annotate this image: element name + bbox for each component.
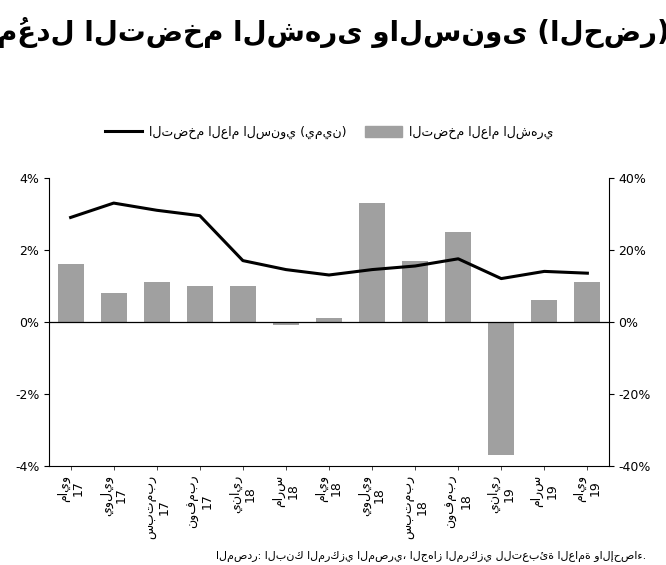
- Text: المصدر: البنك المركزي المصري، الجهاز المركزي للتعبئة العامة والإحصاء.: المصدر: البنك المركزي المصري، الجهاز الم…: [216, 551, 646, 562]
- Bar: [230, 286, 256, 321]
- Bar: [359, 203, 385, 321]
- Bar: [187, 286, 212, 321]
- Legend: التضخم العام السنوي (يمين), التضخم العام الشهري: التضخم العام السنوي (يمين), التضخم العام…: [100, 121, 558, 144]
- Bar: [488, 321, 514, 455]
- Bar: [316, 318, 342, 321]
- Bar: [273, 321, 299, 325]
- Bar: [531, 300, 557, 321]
- Bar: [58, 264, 83, 321]
- Bar: [446, 232, 471, 321]
- Bar: [144, 282, 170, 321]
- Bar: [575, 282, 600, 321]
- Bar: [402, 260, 428, 321]
- Bar: [101, 293, 127, 321]
- Text: مُعدل التضخم الشهرى والسنوى (الحضر): مُعدل التضخم الشهرى والسنوى (الحضر): [0, 17, 666, 48]
